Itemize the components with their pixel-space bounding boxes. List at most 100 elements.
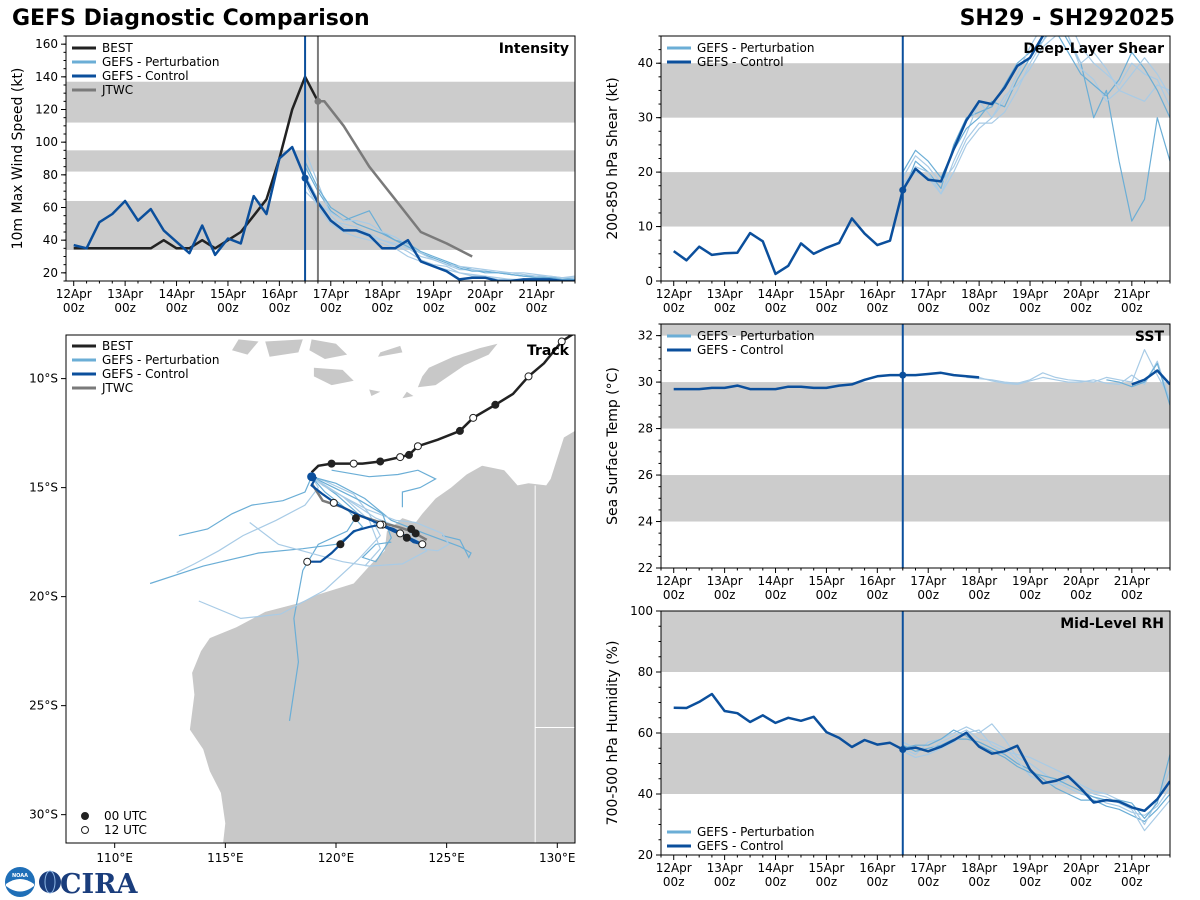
lat-tick-label: 25°S xyxy=(29,699,58,713)
y-tick-label: 22 xyxy=(638,561,653,575)
perturbation-track xyxy=(176,476,320,574)
y-tick-label: 0 xyxy=(645,274,653,288)
x-tick-label: 14Apr xyxy=(758,287,794,301)
series-line-gefs-perturbation xyxy=(902,36,1170,184)
x-tick-sublabel: 00z xyxy=(474,301,496,315)
best-track-marker xyxy=(413,442,422,451)
x-tick-label: 16Apr xyxy=(859,287,895,301)
threshold-band xyxy=(661,475,1170,522)
marker-legend-symbol xyxy=(81,812,89,820)
landmass xyxy=(417,343,498,388)
y-tick-label: 140 xyxy=(35,70,58,84)
y-axis-label: 700-500 hPa Humidity (%) xyxy=(605,641,621,826)
control-track-marker xyxy=(336,540,345,549)
perturbation-track xyxy=(311,476,392,563)
x-tick-label: 20Apr xyxy=(467,287,503,301)
perturbation-track xyxy=(331,469,437,508)
x-tick-label: 15Apr xyxy=(808,287,844,301)
y-tick-label: 160 xyxy=(35,37,58,51)
x-tick-label: 19Apr xyxy=(1012,287,1048,301)
x-tick-sublabel: 00z xyxy=(968,875,990,889)
x-tick-label: 21Apr xyxy=(1114,861,1150,875)
x-tick-sublabel: 00z xyxy=(714,588,736,602)
x-tick-label: 18Apr xyxy=(961,287,997,301)
lat-tick-label: 15°S xyxy=(29,481,58,495)
x-tick-label: 21Apr xyxy=(518,287,554,301)
lat-tick-label: 30°S xyxy=(29,808,58,822)
x-tick-sublabel: 00z xyxy=(714,301,736,315)
x-tick-label: 17Apr xyxy=(910,287,946,301)
x-tick-label: 12Apr xyxy=(656,861,692,875)
legend-label: GEFS - Perturbation xyxy=(697,825,814,839)
x-tick-label: 12Apr xyxy=(656,287,692,301)
legend-label: BEST xyxy=(102,41,133,55)
panel-title: Track xyxy=(527,343,570,359)
x-tick-sublabel: 00z xyxy=(917,588,939,602)
series-line-gefs-perturbation xyxy=(902,723,1170,817)
series-line-gefs-perturbation xyxy=(902,729,1170,820)
series-line-gefs-perturbation xyxy=(304,190,575,279)
lat-tick-label: 10°S xyxy=(29,372,58,386)
series-line-gefs-perturbation xyxy=(966,360,1170,401)
y-axis-label: 200-850 hPa Shear (kt) xyxy=(605,77,621,239)
figure-title: GEFS Diagnostic Comparison xyxy=(12,6,370,31)
x-tick-sublabel: 00z xyxy=(526,301,548,315)
perturbation-track xyxy=(178,476,313,537)
control-track-marker xyxy=(418,540,427,549)
x-tick-sublabel: 00z xyxy=(1019,588,1041,602)
x-tick-sublabel: 00z xyxy=(968,588,990,602)
y-tick-label: 100 xyxy=(630,604,653,618)
y-tick-label: 10 xyxy=(638,220,653,234)
series-line-gefs-control xyxy=(673,371,980,391)
legend-label: GEFS - Control xyxy=(102,367,189,381)
map-frame xyxy=(65,334,576,844)
x-tick-label: 18Apr xyxy=(364,287,400,301)
x-tick-label: 13Apr xyxy=(107,287,143,301)
x-tick-sublabel: 00z xyxy=(1121,875,1143,889)
lon-tick-label: 125°E xyxy=(428,851,465,865)
sst-panel: 22242628303212Apr00z13Apr00z14Apr00z15Ap… xyxy=(605,323,1171,602)
x-tick-sublabel: 00z xyxy=(765,588,787,602)
series-line-gefs-control xyxy=(673,692,1170,813)
x-tick-label: 12Apr xyxy=(656,574,692,588)
x-tick-label: 13Apr xyxy=(707,287,743,301)
marker-legend-label: 12 UTC xyxy=(104,823,147,837)
best-track-marker xyxy=(349,459,358,468)
landmass xyxy=(378,345,403,357)
x-tick-label: 14Apr xyxy=(159,287,195,301)
x-tick-label: 18Apr xyxy=(961,861,997,875)
x-tick-label: 16Apr xyxy=(261,287,297,301)
series-line-gefs-control xyxy=(672,36,1045,276)
best-track-marker xyxy=(524,372,533,381)
y-tick-label: 40 xyxy=(638,56,653,70)
panel-title: Mid-Level RH xyxy=(1060,616,1164,632)
rh-panel: 2040608010012Apr00z13Apr00z14Apr00z15Apr… xyxy=(605,604,1171,889)
marker-legend-label: 00 UTC xyxy=(104,809,147,823)
globe-icon xyxy=(39,871,61,893)
x-tick-label: 17Apr xyxy=(910,574,946,588)
x-tick-label: 20Apr xyxy=(1063,574,1099,588)
threshold-band xyxy=(66,150,575,172)
y-tick-label: 24 xyxy=(638,515,653,529)
x-tick-label: 15Apr xyxy=(808,574,844,588)
jtwc-track-marker xyxy=(329,498,338,507)
storm-id: SH29 - SH292025 xyxy=(959,6,1175,31)
best-track-marker xyxy=(396,453,405,462)
y-tick-label: 32 xyxy=(638,329,653,343)
x-tick-label: 19Apr xyxy=(416,287,452,301)
x-tick-label: 19Apr xyxy=(1012,861,1048,875)
landmass xyxy=(313,367,354,386)
y-tick-label: 60 xyxy=(638,726,653,740)
lon-tick-label: 110°E xyxy=(96,851,133,865)
perturbation-track xyxy=(311,476,450,552)
x-tick-sublabel: 00z xyxy=(867,875,889,889)
control-track-marker xyxy=(411,529,420,538)
legend-label: GEFS - Perturbation xyxy=(697,329,814,343)
series-line-gefs-perturbation xyxy=(1106,362,1170,406)
y-tick-label: 26 xyxy=(638,468,653,482)
x-tick-sublabel: 00z xyxy=(663,875,685,889)
series-line-jtwc xyxy=(317,100,473,258)
lon-tick-label: 120°E xyxy=(318,851,355,865)
y-tick-label: 40 xyxy=(638,787,653,801)
